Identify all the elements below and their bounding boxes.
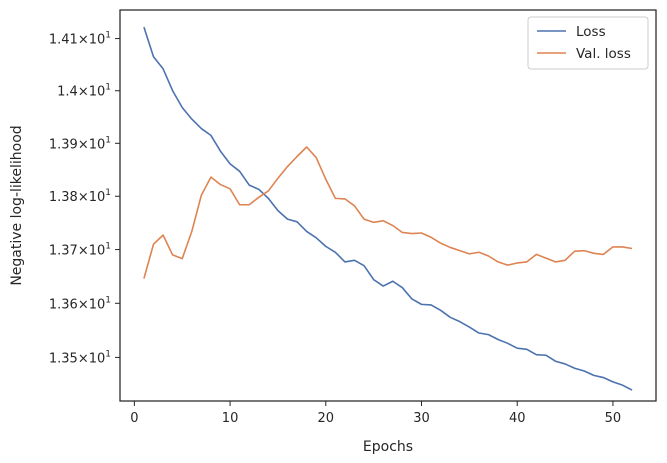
y-tick-label: 1.36×101 [49, 295, 111, 312]
y-tick-label: 1.37×101 [49, 242, 111, 259]
x-tick-label: 50 [605, 411, 622, 426]
x-axis-label: Epochs [363, 439, 413, 455]
legend-box [527, 16, 649, 70]
y-tick-label: 1.38×101 [49, 188, 111, 205]
x-tick-label: 30 [413, 411, 430, 426]
y-axis-label: Negative log-likelihood [9, 125, 25, 285]
plot-frame [119, 9, 657, 402]
legend-label-loss: Loss [576, 24, 606, 40]
x-axis-ticks: 0 10 20 30 40 50 [130, 401, 621, 426]
y-axis-ticks: 1.35×101 1.36×101 1.37×101 1.38×101 1.39×101… [49, 31, 120, 366]
y-tick-label: 1.41×101 [49, 31, 111, 48]
y-tick-label: 1.35×101 [49, 349, 111, 366]
y-tick-label: 1.4×101 [57, 83, 111, 100]
series-line-loss [143, 26, 633, 391]
x-tick-label: 0 [130, 411, 138, 426]
series-line-val-loss [143, 146, 633, 279]
series-lines [143, 26, 633, 391]
y-tick-label: 1.39×101 [49, 135, 111, 152]
x-tick-label: 40 [509, 411, 526, 426]
legend-label-val-loss: Val. loss [576, 46, 631, 62]
x-tick-label: 10 [222, 411, 239, 426]
legend: Loss Val. loss [527, 16, 649, 70]
x-tick-label: 20 [318, 411, 335, 426]
